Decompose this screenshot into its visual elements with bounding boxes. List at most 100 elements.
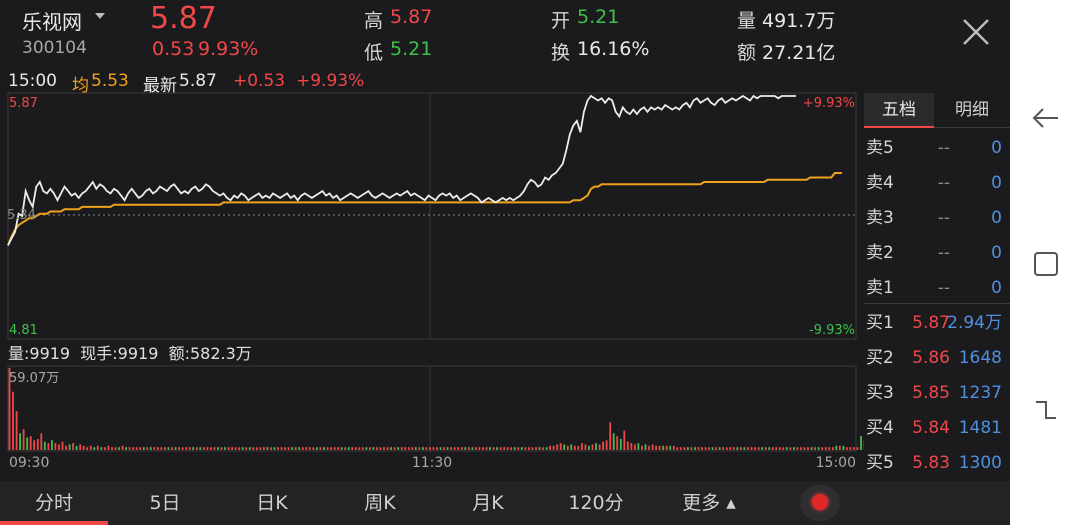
open-label: 开 bbox=[551, 10, 571, 32]
stock-switch-caret-icon[interactable] bbox=[95, 13, 105, 19]
back-arrow-icon[interactable] bbox=[1030, 102, 1062, 134]
avg-value: 5.53 bbox=[91, 71, 129, 91]
volume-bar bbox=[616, 436, 619, 450]
volume-bar bbox=[43, 441, 46, 450]
tab-intraday[interactable]: 分时 bbox=[34, 492, 73, 514]
price-axis-min: 4.81 bbox=[9, 323, 38, 338]
time-axis-start: 09:30 bbox=[9, 455, 49, 471]
volume-bar bbox=[114, 447, 117, 450]
volume-bar bbox=[19, 433, 21, 450]
volume-bar bbox=[842, 445, 845, 450]
price-panel-frame bbox=[7, 92, 857, 340]
level-quantity: 0 bbox=[991, 138, 1002, 158]
volume-bar bbox=[259, 447, 262, 450]
level-quantity: 1481 bbox=[958, 418, 1002, 438]
volume-bar bbox=[644, 444, 647, 450]
intraday-info-row: 15:00 均 5.53 最新 5.87 +0.53 +9.93% bbox=[0, 66, 864, 96]
tab-trade-detail[interactable]: 明细 bbox=[955, 100, 989, 120]
volume-bar bbox=[641, 445, 643, 450]
volume-bar bbox=[524, 447, 527, 450]
volume-bar bbox=[326, 447, 329, 450]
volume-bar bbox=[284, 447, 286, 450]
volume-bar bbox=[732, 447, 735, 450]
intraday-chart[interactable]: 5.87 5.34 4.81 +9.93% -9.93% 量:9919 现手:9… bbox=[0, 0, 864, 481]
info-change-pct: +9.93% bbox=[296, 71, 365, 91]
volume-bar bbox=[803, 447, 806, 450]
volume-bar bbox=[588, 445, 590, 450]
volume-bar bbox=[210, 447, 212, 450]
buy-level-row: 买1 5.87 2.94万 bbox=[864, 306, 1010, 341]
volume-bar bbox=[149, 447, 152, 450]
pct-axis-max: +9.93% bbox=[803, 96, 855, 111]
volume-bar bbox=[807, 447, 809, 450]
current-price: 5.87 bbox=[150, 1, 217, 36]
volume-bar bbox=[496, 447, 498, 450]
buy-level-row: 买2 5.86 1648 bbox=[864, 341, 1010, 376]
level-quantity: 1237 bbox=[958, 383, 1002, 403]
volume-bar bbox=[188, 447, 191, 450]
volume-bar bbox=[93, 447, 96, 450]
volume-bar bbox=[824, 447, 827, 450]
record-dot-icon bbox=[812, 494, 828, 510]
volume-bar bbox=[351, 447, 354, 450]
level-quantity: 0 bbox=[991, 173, 1002, 193]
volume-bar bbox=[358, 447, 361, 450]
low-value: 5.21 bbox=[390, 38, 433, 60]
volume-bar bbox=[407, 447, 410, 450]
volume-bar bbox=[676, 447, 679, 450]
active-tab-indicator bbox=[0, 521, 108, 525]
sell-level-row: 卖2 -- 0 bbox=[864, 236, 1010, 271]
tab-five-levels[interactable]: 五档 bbox=[864, 93, 934, 128]
level-label: 买1 bbox=[866, 313, 894, 333]
volume-bar bbox=[754, 447, 756, 450]
tab-more[interactable]: 更多 ▴ bbox=[682, 492, 736, 514]
volume-bar bbox=[432, 447, 435, 450]
volume-bar bbox=[556, 444, 559, 450]
volume-bar bbox=[651, 444, 654, 450]
close-icon[interactable] bbox=[958, 14, 994, 50]
volume-bar bbox=[181, 447, 184, 450]
level-label: 卖2 bbox=[866, 243, 894, 263]
volume-bar bbox=[255, 447, 258, 450]
volume-bar bbox=[270, 447, 272, 450]
open-value: 5.21 bbox=[577, 6, 620, 28]
volume-bar bbox=[305, 447, 308, 450]
buy-level-row: 买3 5.85 1237 bbox=[864, 376, 1010, 411]
amount-value: 27.21亿 bbox=[762, 42, 836, 64]
tab-day-k[interactable]: 日K bbox=[256, 492, 288, 514]
price-change-pct: 9.93% bbox=[198, 38, 259, 60]
tab-120-min[interactable]: 120分 bbox=[568, 492, 624, 514]
recent-apps-icon[interactable] bbox=[1030, 394, 1062, 426]
volume-bar bbox=[478, 447, 481, 450]
volume-bar bbox=[234, 447, 237, 450]
volume-bar bbox=[573, 445, 576, 450]
volume-bar bbox=[595, 443, 597, 450]
volume-bar bbox=[238, 447, 241, 450]
tab-week-k[interactable]: 周K bbox=[364, 492, 396, 514]
volume-bar bbox=[68, 444, 71, 450]
record-button[interactable] bbox=[800, 485, 840, 521]
high-label: 高 bbox=[364, 10, 384, 32]
stock-name[interactable]: 乐视网 bbox=[22, 10, 82, 34]
tab-month-k[interactable]: 月K bbox=[472, 492, 504, 514]
volume-bar bbox=[591, 444, 594, 450]
level-price: 5.86 bbox=[912, 348, 950, 368]
volume-bar bbox=[626, 441, 629, 450]
volume-bar bbox=[146, 447, 149, 450]
stock-code: 300104 bbox=[22, 38, 87, 58]
volume-bar bbox=[390, 447, 392, 450]
volume-bar bbox=[330, 447, 332, 450]
tab-five-day[interactable]: 5日 bbox=[149, 492, 181, 514]
order-book-tabs: 五档 明细 bbox=[864, 93, 1010, 128]
volume-bar bbox=[224, 447, 226, 450]
level-quantity: 2.94万 bbox=[947, 313, 1002, 333]
volume-bar bbox=[800, 447, 802, 450]
avg-label: 均 bbox=[72, 76, 89, 96]
volume-bar bbox=[12, 391, 14, 450]
volume-bar bbox=[40, 433, 43, 450]
volume-bar bbox=[711, 447, 714, 450]
volume-bar bbox=[418, 447, 421, 450]
volume-bar bbox=[291, 447, 294, 450]
home-square-icon[interactable] bbox=[1030, 248, 1062, 280]
